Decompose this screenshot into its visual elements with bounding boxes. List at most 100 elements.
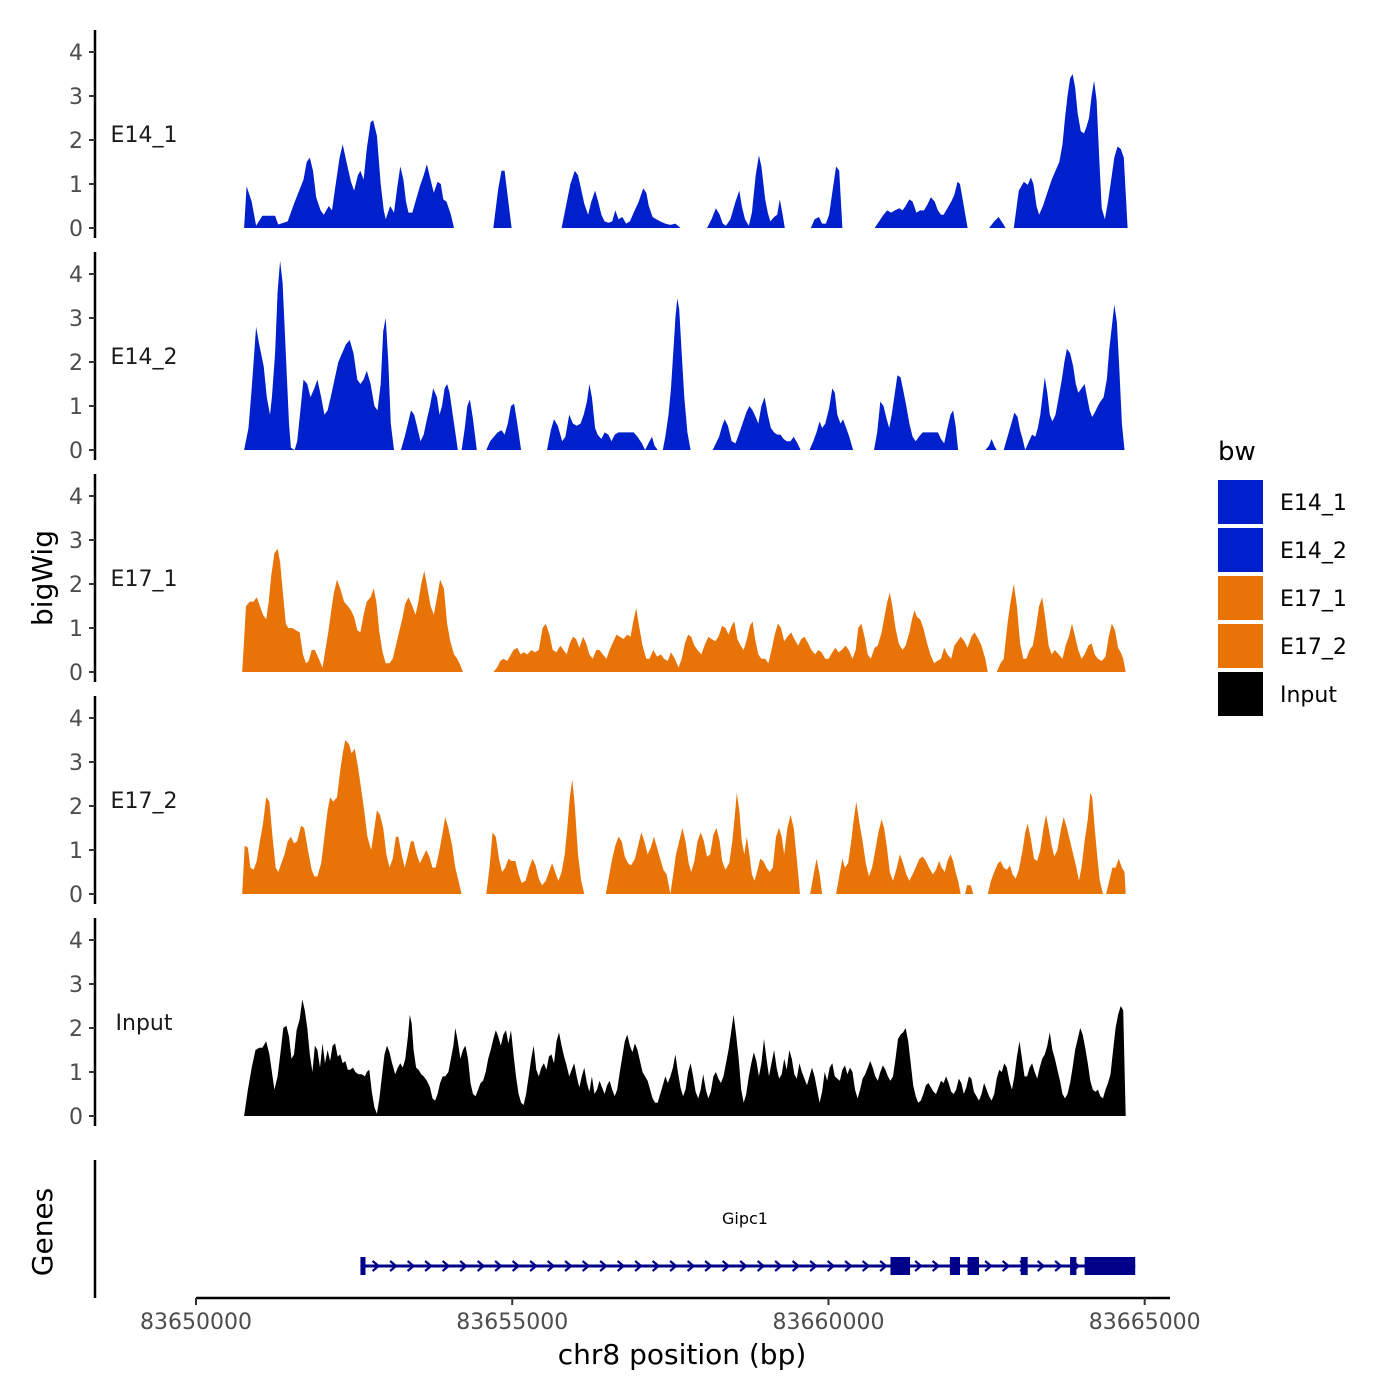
legend-swatch [1218,624,1263,668]
track-label: E14_2 [111,345,178,370]
legend-swatch [1218,480,1263,524]
track-label: Input [116,1011,173,1036]
legend-swatch [1218,672,1263,716]
gene-exon [360,1257,366,1275]
gene-panel: Gipc1 [93,1160,1136,1298]
strand-chevron [511,1260,521,1272]
strand-chevron [529,1260,538,1272]
signal-area [244,260,1125,450]
gene-exon [967,1257,979,1275]
legend-label: E14_2 [1280,539,1347,564]
y-tick-label: 3 [69,307,83,332]
x-tick-label: 83650000 [140,1310,252,1335]
gene-exon [1070,1257,1077,1275]
strand-chevron [476,1260,486,1272]
strand-chevron [634,1260,643,1272]
strand-chevron [984,1260,993,1272]
track-e17-2: 0 1 2 3 4 E17_2 [69,696,1126,908]
y-tick-label: 4 [69,263,83,288]
signal-area [244,999,1126,1116]
legend-swatch [1218,576,1263,620]
y-tick-label: 1 [69,395,83,420]
legend-title: bw [1218,437,1256,467]
y-tick-label: 0 [69,661,83,686]
gene-exon [890,1257,911,1275]
legend-swatch [1218,528,1263,572]
y-tick-label: 0 [69,883,83,908]
y-tick-label: 3 [69,529,83,554]
gene-exon [949,1257,961,1275]
strand-chevron [1036,1260,1046,1272]
y-tick-label: 4 [69,41,83,66]
strand-chevron [389,1260,398,1272]
track-label: E14_1 [111,123,178,148]
y-tick-label: 1 [69,839,83,864]
y-tick-label: 1 [69,617,83,642]
strand-chevron [826,1260,836,1272]
strand-chevron [914,1260,923,1272]
track-label: E17_1 [111,567,178,592]
strand-chevron [424,1260,433,1272]
y-tick-label: 3 [69,85,83,110]
strand-chevron [686,1260,696,1272]
legend: bw E14_1 E14_2 E17_1 E17_2 Input [1218,437,1347,716]
x-tick-label: 83655000 [456,1310,568,1335]
strand-chevron [581,1260,591,1272]
gene-exon [1020,1257,1028,1275]
y-tick-label: 0 [69,439,83,464]
strand-chevron [861,1260,871,1272]
strand-chevron [564,1260,573,1272]
strand-chevron [931,1260,941,1272]
y-tick-label: 2 [69,573,83,598]
strand-chevron [1054,1260,1063,1272]
tracks-layer: 0 1 2 3 4 E14_1 0 1 2 3 4 E14_2 0 1 2 3 4 E17_1 0 1 2 3 4 E17_2… [69,30,1128,1130]
gene-exon [1084,1257,1136,1275]
y-tick-label: 0 [69,217,83,242]
y-tick-label: 2 [69,129,83,154]
y-tick-label: 2 [69,795,83,820]
x-tick-label: 83660000 [772,1310,884,1335]
strand-chevron [756,1260,766,1272]
x-tick-label: 83665000 [1089,1310,1201,1335]
strand-chevron [809,1260,818,1272]
y-tick-label: 4 [69,929,83,954]
track-input: 0 1 2 3 4 Input [69,918,1126,1130]
gene-name-label: Gipc1 [722,1209,768,1228]
strand-chevron [739,1260,748,1272]
strand-chevron [406,1260,416,1272]
strand-chevron [459,1260,468,1272]
strand-chevron [494,1260,503,1272]
signal-area [244,74,1128,228]
track-label: E17_2 [111,789,178,814]
y-axis-title: bigWig [26,530,59,626]
y-tick-label: 2 [69,1017,83,1042]
strand-chevron [1001,1260,1011,1272]
strand-chevron [371,1260,381,1272]
y-tick-label: 3 [69,973,83,998]
y-tick-label: 3 [69,751,83,776]
y-tick-label: 0 [69,1105,83,1130]
genes-axis-title: Genes [26,1188,59,1276]
strand-chevron [651,1260,661,1272]
strand-chevron [844,1260,853,1272]
x-axis: 83650000 83655000 83660000 83665000 [140,1296,1201,1335]
legend-label: E17_1 [1280,587,1347,612]
strand-chevron [669,1260,678,1272]
strand-chevron [774,1260,783,1272]
strand-chevron [879,1260,888,1272]
track-e14-2: 0 1 2 3 4 E14_2 [69,252,1125,464]
strand-chevron [599,1260,608,1272]
strand-chevron [616,1260,626,1272]
strand-chevron [721,1260,731,1272]
legend-label: E17_2 [1280,635,1347,660]
legend-label: Input [1280,683,1337,708]
y-tick-label: 2 [69,351,83,376]
signal-area [242,740,1126,894]
y-tick-label: 1 [69,1061,83,1086]
y-tick-label: 4 [69,707,83,732]
strand-chevron [546,1260,556,1272]
x-axis-title: chr8 position (bp) [558,1338,807,1371]
y-tick-label: 1 [69,173,83,198]
track-e17-1: 0 1 2 3 4 E17_1 [69,474,1126,686]
